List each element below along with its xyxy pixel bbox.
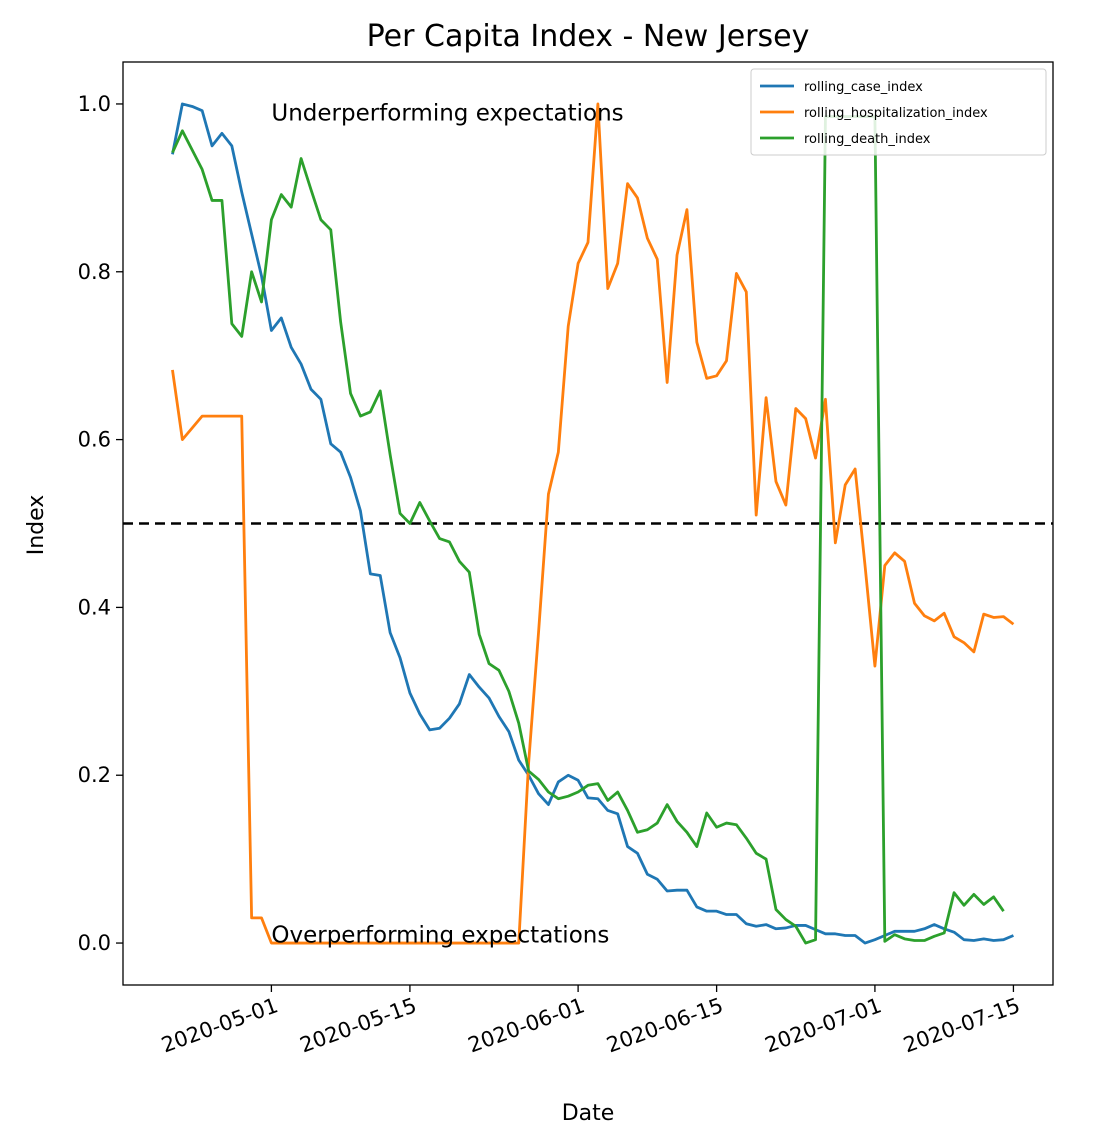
- legend-label: rolling_death_index: [804, 132, 931, 147]
- annotations: Underperforming expectations Overperformi…: [271, 100, 623, 948]
- legend: rolling_case_index rolling_hospitalizatio…: [750, 68, 1047, 156]
- y-tick-label: 0.4: [78, 595, 111, 619]
- y-tick-label: 1.0: [78, 92, 111, 116]
- annotation: Underperforming expectations: [271, 100, 623, 126]
- plot-area: 0.00.20.40.60.81.0 2020-05-01 2020-05-15 2…: [78, 61, 1054, 1057]
- y-axis: 0.0 0.2 0.4 0.6 0.8 1.0: [78, 92, 123, 955]
- series-line-rolling-hospitalization-index: [171, 102, 1015, 945]
- y-tick-label: 0.2: [78, 763, 111, 787]
- x-tick-label: 2020-05-01: [158, 993, 281, 1057]
- x-tick-label: 2020-07-15: [900, 993, 1023, 1057]
- x-tick-label: 2020-07-01: [762, 993, 885, 1057]
- x-axis-label: Date: [562, 1101, 615, 1126]
- x-tick-label: 2020-06-15: [603, 993, 726, 1057]
- x-tick-label: 2020-05-15: [297, 993, 420, 1057]
- x-axis: 2020-05-01 2020-05-15 2020-06-01 2020-06-15…: [158, 985, 1023, 1057]
- chart-title: Per Capita Index - New Jersey: [367, 19, 810, 54]
- x-tick-label: 2020-06-01: [465, 993, 588, 1057]
- legend-label: rolling_case_index: [804, 80, 923, 95]
- y-tick-label: 0.6: [78, 428, 111, 452]
- annotation: Overperforming expectations: [271, 923, 609, 949]
- y-tick-label: 0.8: [78, 260, 111, 284]
- y-axis-label: Index: [24, 495, 49, 556]
- series-line-rolling-case-index: [171, 102, 1014, 945]
- y-tick-label: 0.0: [78, 931, 111, 955]
- plot-frame: [122, 61, 1054, 986]
- legend-box: [750, 68, 1047, 156]
- legend-label: rolling_hospitalization_index: [804, 106, 988, 121]
